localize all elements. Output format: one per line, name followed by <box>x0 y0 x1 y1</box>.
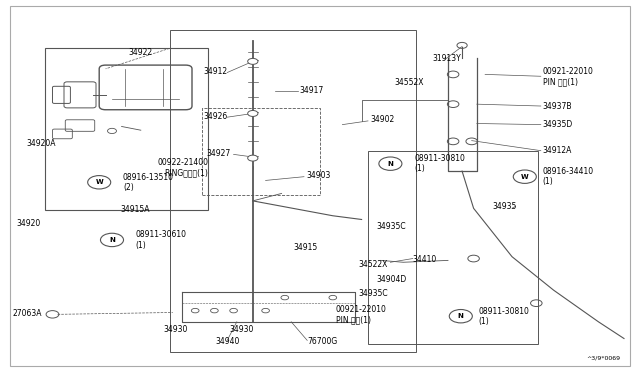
Circle shape <box>248 110 258 116</box>
Text: 34927: 34927 <box>206 149 230 158</box>
Text: 08911-30810
(1): 08911-30810 (1) <box>478 307 529 326</box>
Text: 34912: 34912 <box>203 67 227 76</box>
Text: 00921-22010
PIN ピン(1): 00921-22010 PIN ピン(1) <box>543 67 593 86</box>
Text: 34920: 34920 <box>17 219 41 228</box>
Text: 34902: 34902 <box>370 115 394 124</box>
Text: 34915A: 34915A <box>121 205 150 214</box>
Text: 34926: 34926 <box>203 112 227 121</box>
Text: 00921-22010
PIN ピン(1): 00921-22010 PIN ピン(1) <box>336 305 387 325</box>
Text: 27063A: 27063A <box>12 309 42 318</box>
Text: 34917: 34917 <box>300 86 324 94</box>
Text: 34930: 34930 <box>229 326 253 334</box>
Text: 34937B: 34937B <box>543 102 572 110</box>
Text: 34920A: 34920A <box>27 139 56 148</box>
Text: N: N <box>387 161 394 167</box>
Text: 34552X: 34552X <box>395 78 424 87</box>
Bar <box>368 151 538 344</box>
Circle shape <box>248 155 258 161</box>
Text: 08916-34410
(1): 08916-34410 (1) <box>542 167 593 186</box>
Text: W: W <box>521 174 529 180</box>
Text: 34935C: 34935C <box>376 222 406 231</box>
Text: 34903: 34903 <box>306 171 330 180</box>
Text: 00922-21400
RINGリング(1): 00922-21400 RINGリング(1) <box>157 158 208 178</box>
Text: 34522X: 34522X <box>358 260 388 269</box>
Text: 34410: 34410 <box>413 255 437 264</box>
Text: 08911-30810
(1): 08911-30810 (1) <box>414 154 465 173</box>
Text: 34935C: 34935C <box>358 289 388 298</box>
Circle shape <box>248 58 258 64</box>
Text: 34935D: 34935D <box>543 120 573 129</box>
Text: 31913Y: 31913Y <box>433 54 461 63</box>
Bar <box>45 48 208 210</box>
Text: 34922: 34922 <box>129 48 153 57</box>
Text: 34935: 34935 <box>493 202 517 211</box>
Text: 34940: 34940 <box>215 337 239 346</box>
Text: N: N <box>458 313 464 319</box>
Bar <box>202 108 320 195</box>
Text: 08916-13510
(2): 08916-13510 (2) <box>123 173 174 192</box>
Text: W: W <box>95 179 103 185</box>
Text: 76700G: 76700G <box>307 337 337 346</box>
Text: 34915: 34915 <box>293 243 317 252</box>
Text: N: N <box>109 237 115 243</box>
Text: 34912A: 34912A <box>543 146 572 155</box>
Bar <box>170 30 416 352</box>
Text: 34904D: 34904D <box>376 275 406 283</box>
Text: ^3/9*0069: ^3/9*0069 <box>587 356 621 361</box>
Text: 34930: 34930 <box>163 326 188 334</box>
Text: 08911-30610
(1): 08911-30610 (1) <box>136 230 187 250</box>
